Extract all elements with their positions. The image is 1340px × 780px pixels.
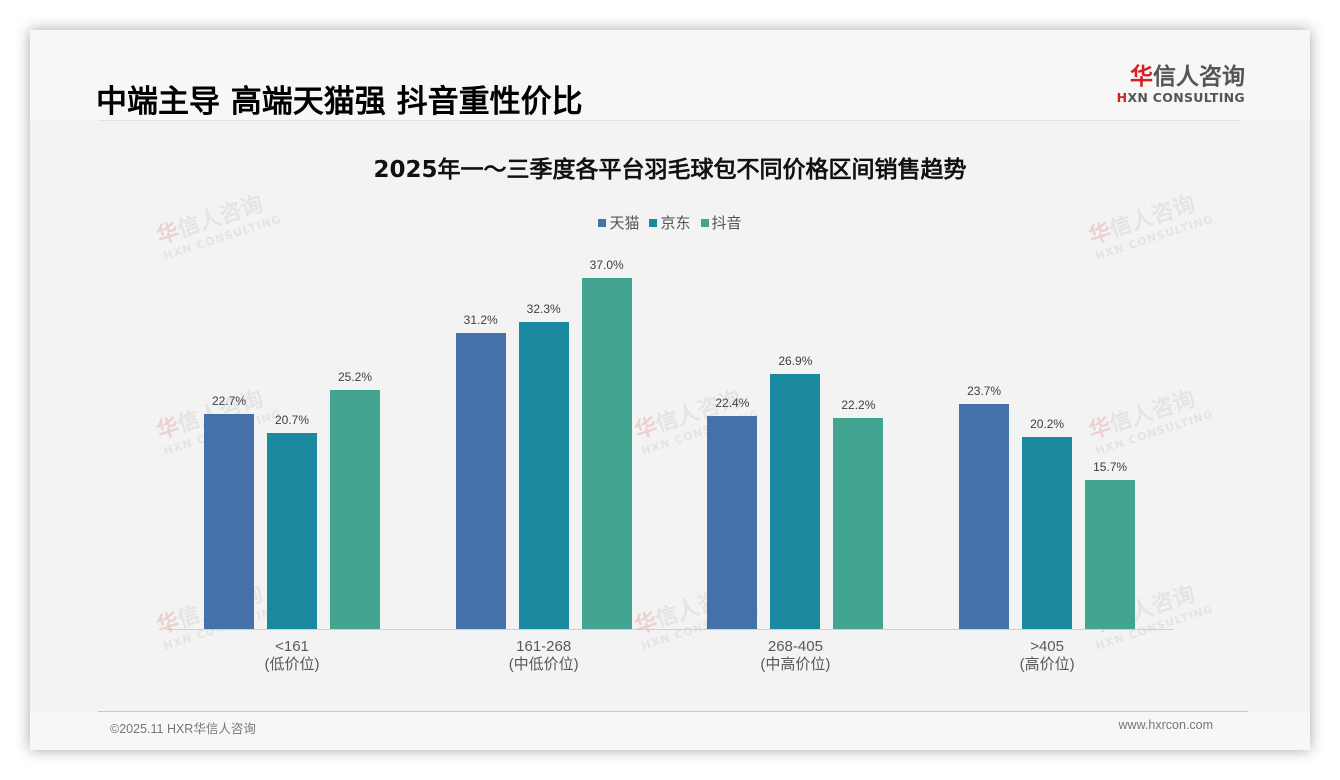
bar-value-label: 37.0% bbox=[589, 257, 624, 272]
x-axis-line bbox=[166, 629, 1174, 630]
logo-chinese: 华信人咨询 bbox=[1130, 64, 1245, 90]
chart-legend: 天猫 京东 抖音 bbox=[30, 212, 1310, 233]
legend-swatch-icon bbox=[649, 218, 658, 227]
category-tier: (低价位) bbox=[264, 656, 320, 673]
bar bbox=[1022, 437, 1073, 629]
bar bbox=[518, 322, 569, 629]
bar-value-label: 22.2% bbox=[841, 398, 876, 413]
category-tier: (高价位) bbox=[1019, 656, 1075, 673]
slide: 中端主导 高端天猫强 抖音重性价比 华信人咨询 HXN CONSULTING 华… bbox=[30, 30, 1310, 750]
header-divider bbox=[98, 120, 1240, 121]
bar-value-label: 22.4% bbox=[715, 396, 750, 411]
bar bbox=[770, 373, 821, 629]
chart-title: 2025年一～三季度各平台羽毛球包不同价格区间销售趋势 bbox=[373, 157, 967, 183]
logo-english: HXN CONSULTING bbox=[1116, 90, 1245, 105]
footer-band bbox=[30, 712, 1310, 750]
bar bbox=[707, 416, 758, 629]
bar bbox=[267, 432, 317, 629]
category-tier: (中高价位) bbox=[760, 656, 831, 673]
bar-value-label: 15.7% bbox=[1093, 460, 1128, 474]
footer-divider bbox=[98, 711, 1248, 712]
category-range: 161-268 bbox=[516, 638, 572, 655]
category-tier: (中低价位) bbox=[508, 656, 579, 673]
x-axis-category-label: 268-405 (中高价位) bbox=[715, 638, 875, 674]
legend-label: 天猫 bbox=[609, 215, 640, 232]
bar-value-label: 32.3% bbox=[526, 302, 561, 317]
bar bbox=[959, 404, 1010, 629]
bar-value-label: 20.2% bbox=[1030, 417, 1065, 432]
header-band bbox=[30, 30, 1310, 120]
bar-value-label: 20.7% bbox=[274, 412, 310, 427]
bar bbox=[455, 332, 506, 629]
bar-value-label: 25.2% bbox=[337, 369, 373, 384]
legend-item: 京东 bbox=[649, 212, 691, 233]
legend-swatch-icon bbox=[598, 218, 607, 227]
bar-value-label: 31.2% bbox=[463, 312, 498, 327]
bar bbox=[833, 418, 884, 629]
bar-chart: 22.7% 20.7% 25.2% <161 (低价位) 31.2% 32.3% 37.0% 1… bbox=[30, 30, 1310, 750]
legend-label: 京东 bbox=[660, 215, 691, 232]
bar-value-label: 26.9% bbox=[778, 353, 813, 368]
bar bbox=[1085, 480, 1136, 629]
category-range: <161 bbox=[275, 638, 309, 655]
bar bbox=[204, 413, 254, 629]
category-range: >405 bbox=[1030, 638, 1064, 655]
legend-label: 抖音 bbox=[711, 215, 742, 232]
footer-copyright: ©2025.11 HXR华信人咨询 bbox=[110, 722, 256, 736]
legend-swatch-icon bbox=[700, 218, 709, 227]
legend-item: 天猫 bbox=[598, 212, 639, 233]
legend-item: 抖音 bbox=[700, 212, 742, 233]
page-title: 中端主导 高端天猫强 抖音重性价比 bbox=[96, 84, 583, 120]
brand-logo: 华信人咨询 HXN CONSULTING bbox=[1110, 64, 1245, 105]
category-range: 268-405 bbox=[767, 638, 823, 655]
x-axis-category-label: >405 (高价位) bbox=[967, 638, 1127, 674]
x-axis-category-label: 161-268 (中低价位) bbox=[464, 638, 624, 674]
bar bbox=[581, 277, 632, 629]
x-axis-category-label: <161 (低价位) bbox=[212, 638, 372, 674]
bar-value-label: 23.7% bbox=[967, 384, 1002, 399]
bar bbox=[330, 389, 380, 629]
bar-value-label: 22.7% bbox=[211, 393, 247, 408]
footer-website: www.hxrcon.com bbox=[1118, 718, 1213, 732]
